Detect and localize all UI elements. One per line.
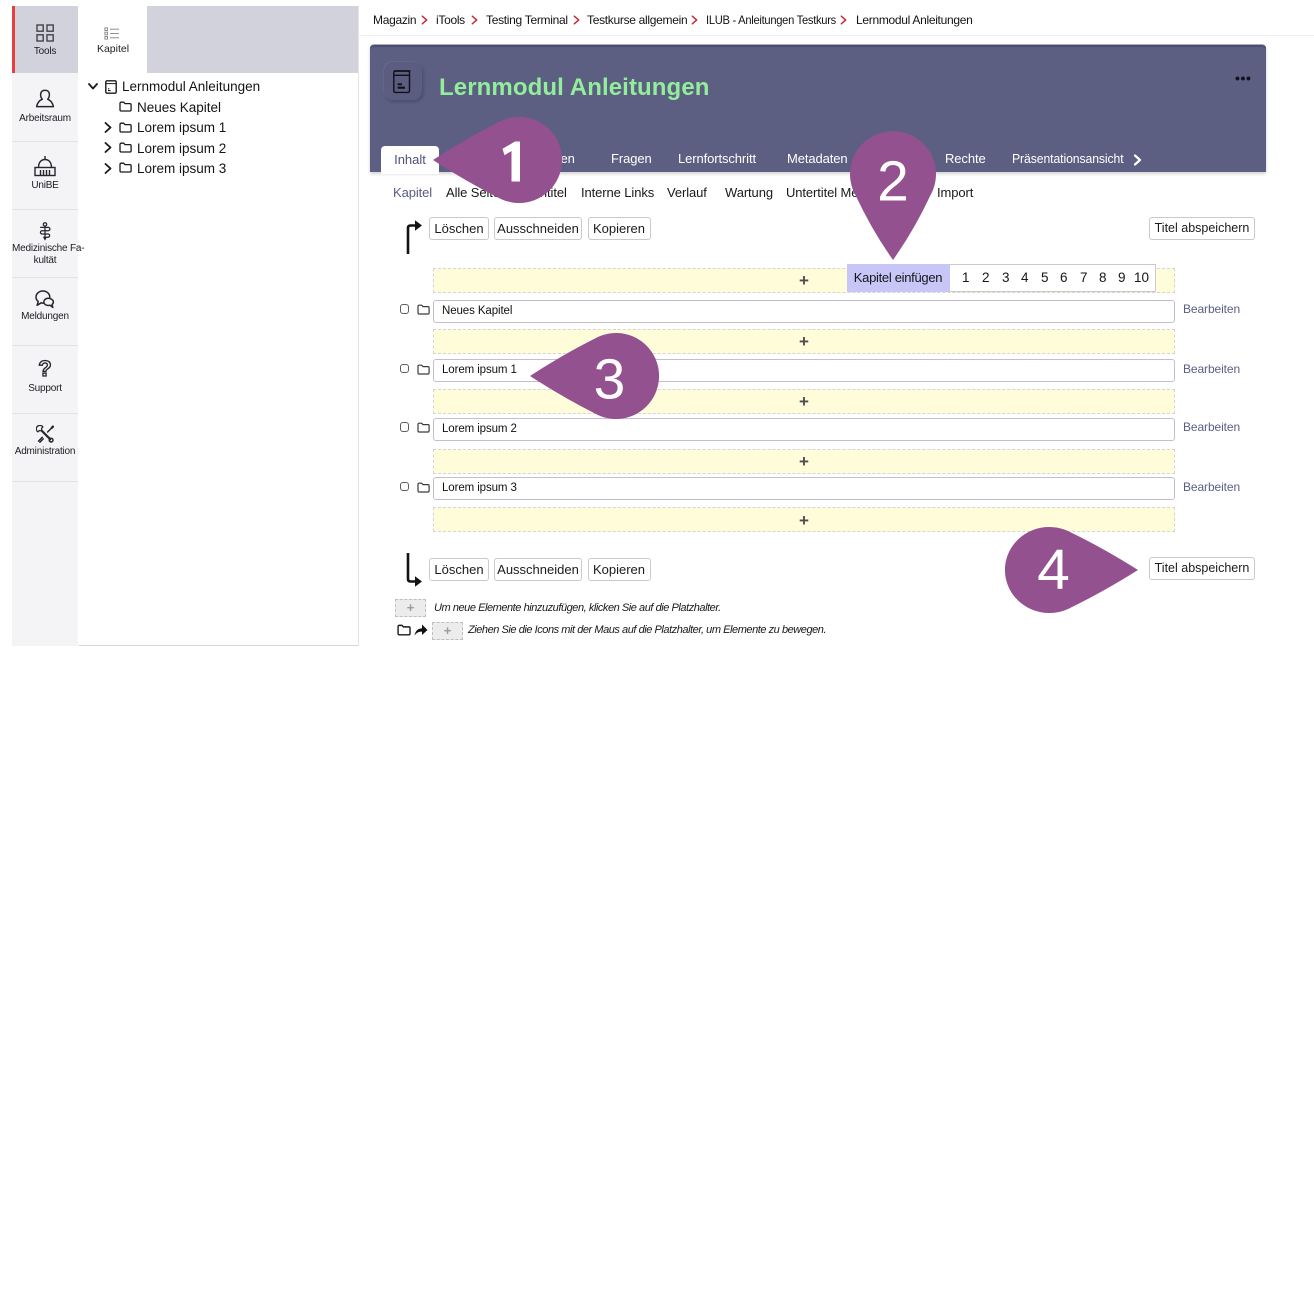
svg-text:2: 2 — [877, 150, 909, 214]
svg-text:3: 3 — [593, 348, 625, 412]
svg-text:4: 4 — [1037, 539, 1070, 602]
